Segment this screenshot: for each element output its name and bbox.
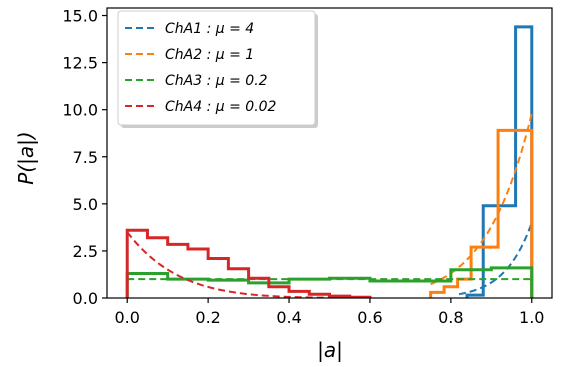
legend-label-cha1: ChA1 : μ = 4 [165, 21, 254, 37]
plot-frame [106, 7, 553, 299]
x-tick-label: 0.8 [438, 308, 463, 327]
y-tick-label: 7.5 [73, 148, 98, 167]
legend: ChA1 : μ = 4 ChA2 : μ = 1 ChA3 : μ = 0.2 Ch… [117, 10, 318, 128]
y-axis-label: P(|a|) [14, 131, 38, 184]
legend-label-cha2: ChA2 : μ = 1 [165, 47, 254, 63]
cha2-histogram [429, 128, 534, 298]
legend-label-cha3: ChA3 : μ = 0.2 [165, 73, 268, 89]
y-tick-label: 15.0 [62, 7, 98, 26]
y-tick-label: 5.0 [73, 195, 98, 214]
x-tick-label: 0.4 [276, 308, 301, 327]
axes: 0.0 0.2 0.4 0.6 0.8 1.0 0.0 2.5 5.0 7.5 10.0 12.5 15… [62, 7, 553, 327]
y-tick-label: 12.5 [62, 54, 98, 73]
y-tick-label: 2.5 [73, 242, 98, 261]
x-tick-label: 0.6 [357, 308, 382, 327]
x-axis-label: |a| [317, 338, 343, 362]
cha4-fit-curve [126, 231, 370, 298]
cha2-fit-curve [430, 113, 533, 286]
plot-area [125, 25, 534, 298]
legend-label-cha4: ChA4 : μ = 0.02 [165, 99, 277, 115]
x-tick-label: 0.0 [115, 308, 140, 327]
y-tick-label: 10.0 [62, 101, 98, 120]
x-tick-label: 1.0 [519, 308, 544, 327]
cha4-histogram [125, 228, 372, 298]
y-tick-label: 0.0 [73, 289, 98, 308]
legend-box [117, 10, 316, 126]
x-tick-label: 0.2 [195, 308, 220, 327]
